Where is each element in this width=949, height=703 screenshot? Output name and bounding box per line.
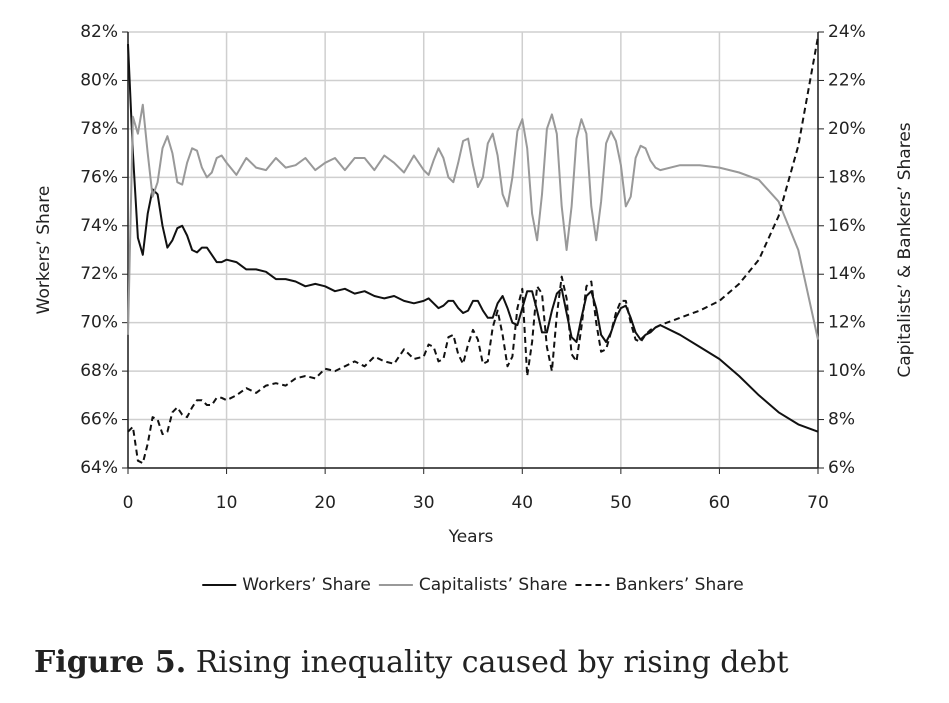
x-tick-label: 0 <box>123 493 134 513</box>
y2-tick-label: 12% <box>828 313 866 333</box>
y-tick-label: 64% <box>80 458 118 478</box>
figure-label: Figure 5. <box>34 645 186 680</box>
series-line <box>127 44 819 433</box>
y-tick-label: 82% <box>80 22 118 42</box>
y2-tick-label: 8% <box>828 410 855 430</box>
y2-tick-label: 6% <box>828 458 855 478</box>
y-axis-label: Workers’ Share <box>34 186 54 315</box>
caption-space <box>186 645 196 680</box>
y2-tick-label: 16% <box>828 216 866 236</box>
legend-label: Bankers’ Share <box>615 575 743 595</box>
y-tick-label: 72% <box>80 264 118 284</box>
x-axis-label: Years <box>448 527 494 547</box>
figure-caption-text: Rising inequality caused by rising debt <box>196 645 789 680</box>
x-tick-label: 20 <box>314 493 336 513</box>
x-tick-label: 60 <box>709 493 731 513</box>
y2-axis-label: Capitalists’ & Bankers’ Shares <box>895 122 915 377</box>
y-tick-label: 68% <box>80 361 118 381</box>
y2-tick-label: 18% <box>828 167 866 187</box>
series-line <box>127 36 819 465</box>
x-tick-label: 30 <box>413 493 435 513</box>
y-tick-label: 74% <box>80 216 118 236</box>
y2-tick-label: 20% <box>828 119 866 139</box>
y2-tick-label: 14% <box>828 264 866 284</box>
y-tick-label: 78% <box>80 119 118 139</box>
y-tick-label: 70% <box>80 313 118 333</box>
x-tick-label: 70 <box>807 493 829 513</box>
y-tick-label: 80% <box>80 70 118 90</box>
y2-tick-label: 22% <box>828 70 866 90</box>
x-tick-label: 50 <box>610 493 632 513</box>
y-tick-label: 66% <box>80 410 118 430</box>
series-line <box>127 103 819 340</box>
legend-label: Workers’ Share <box>242 575 371 595</box>
y2-tick-label: 10% <box>828 361 866 381</box>
legend: Workers’ Share Capitalists’ Share Bankers’… <box>202 575 744 595</box>
legend-label: Capitalists’ Share <box>419 575 568 595</box>
y2-tick-label: 24% <box>828 22 866 42</box>
x-tick-label: 10 <box>216 493 238 513</box>
y-tick-label: 76% <box>80 167 118 187</box>
figure-caption: Figure 5. Rising inequality caused by ri… <box>34 645 789 680</box>
x-tick-label: 40 <box>511 493 533 513</box>
